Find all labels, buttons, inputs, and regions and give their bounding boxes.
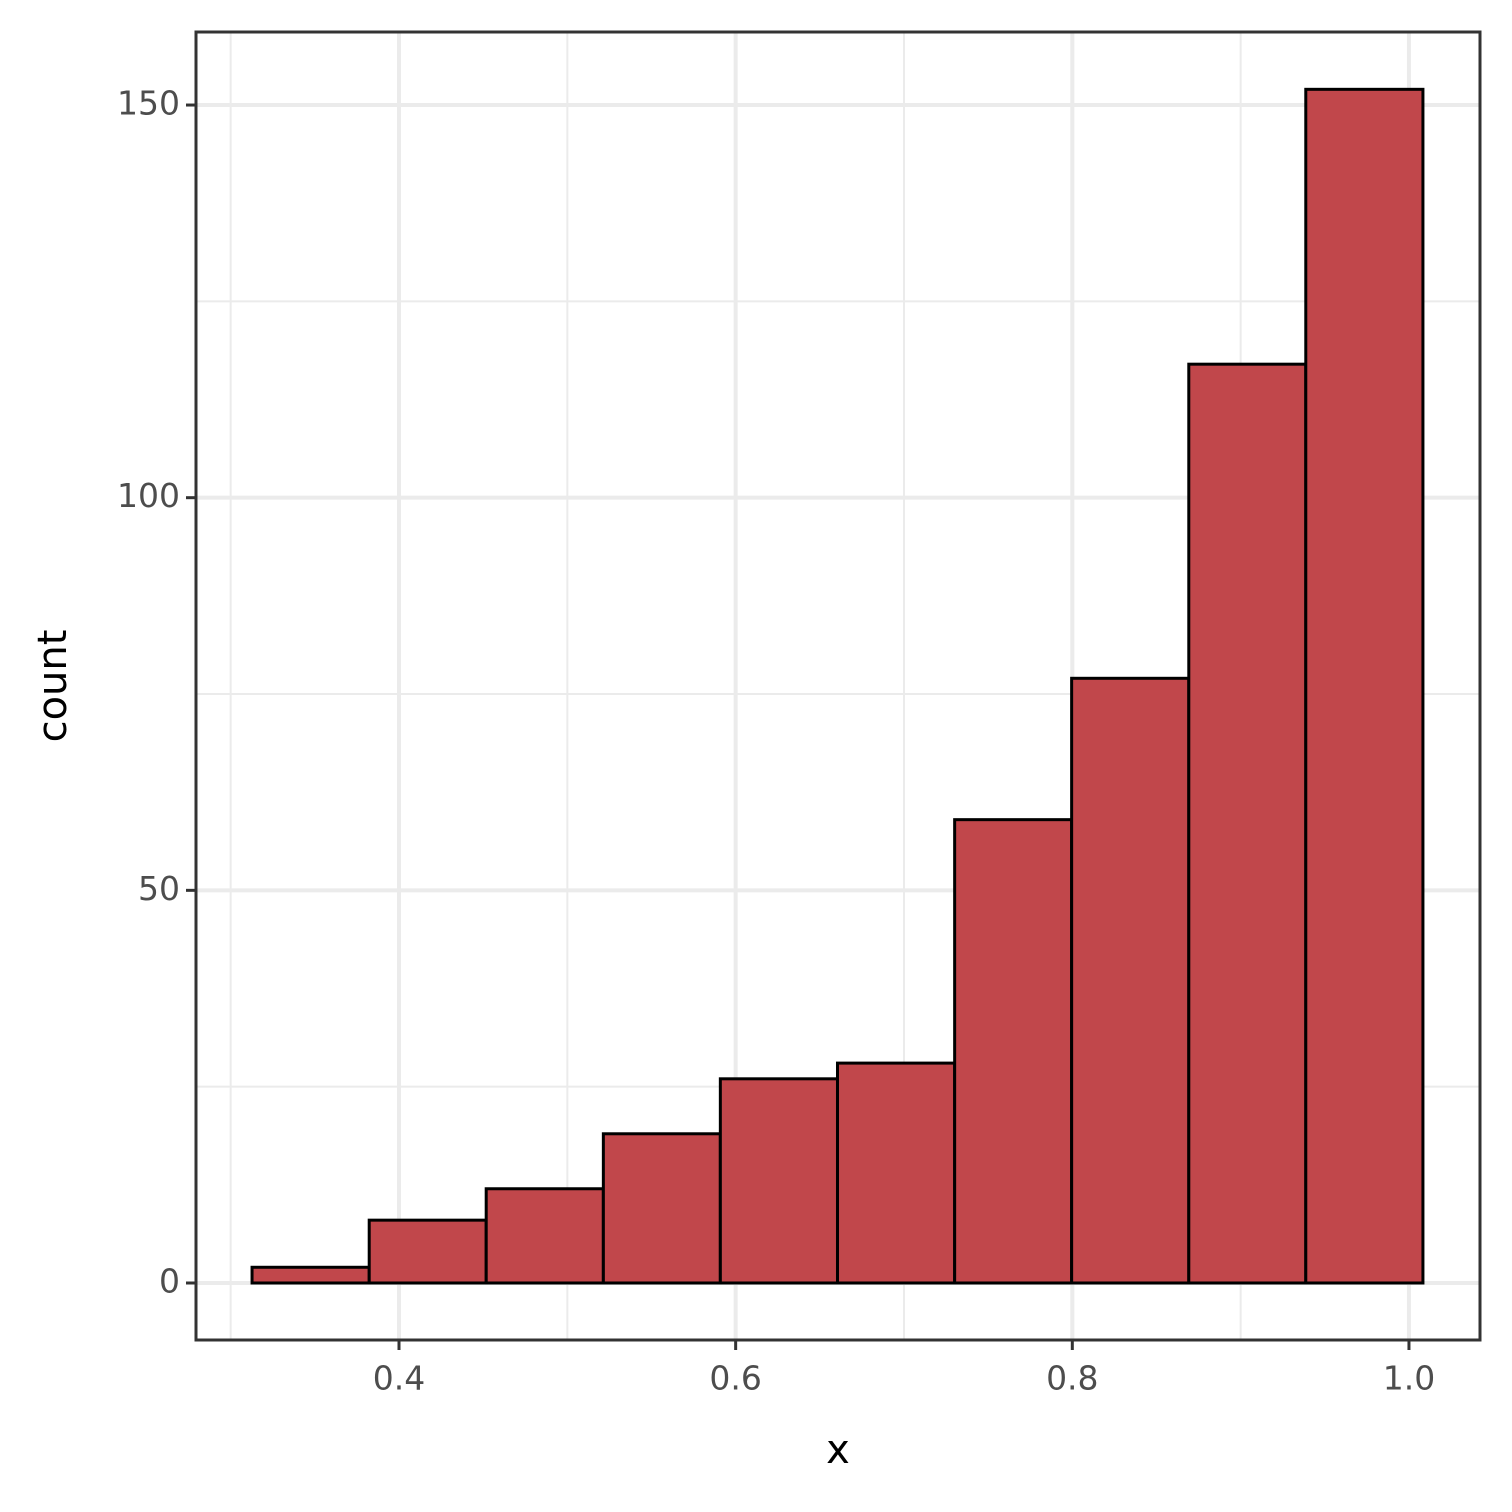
y-tick-label: 0 xyxy=(159,1261,180,1300)
y-tick-label: 150 xyxy=(117,84,180,123)
bar xyxy=(835,1061,957,1285)
bar xyxy=(718,1077,839,1285)
bar xyxy=(250,1265,371,1285)
bar xyxy=(367,1218,488,1285)
y-axis-label: count xyxy=(30,630,76,743)
x-tick-label: 0.6 xyxy=(709,1359,761,1398)
bar xyxy=(601,1132,722,1285)
x-axis-label: x xyxy=(826,1427,850,1473)
bar xyxy=(953,818,1074,1285)
x-tick-label: 0.8 xyxy=(1046,1359,1098,1398)
x-tick-label: 0.4 xyxy=(373,1359,425,1398)
bar xyxy=(1187,362,1308,1285)
bar xyxy=(1070,676,1191,1285)
y-tick-label: 50 xyxy=(138,869,180,908)
panel-border xyxy=(194,30,1482,1342)
bar xyxy=(1304,87,1425,1285)
y-tick-label: 100 xyxy=(117,476,180,515)
bar xyxy=(484,1187,605,1285)
x-tick-label: 1.0 xyxy=(1383,1359,1435,1398)
